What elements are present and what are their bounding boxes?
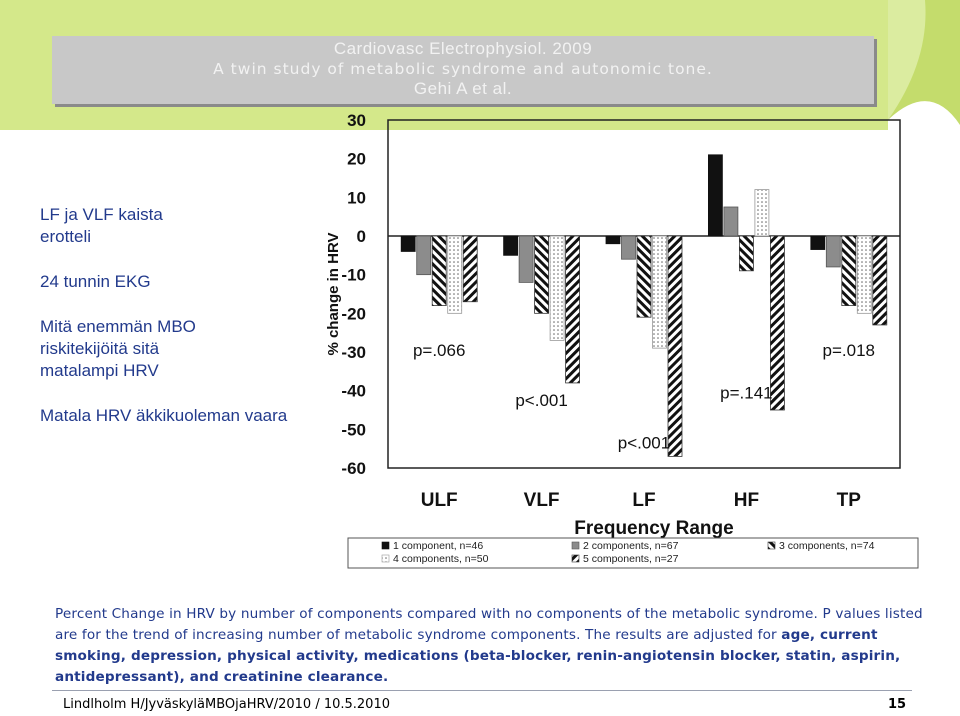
figure-caption: Percent Change in HRV by number of compo… [55,604,945,688]
legend-box [347,537,919,569]
bar-hf-s4 [754,189,770,237]
legend-swatch-s2 [571,541,580,550]
page-number: 15 [888,697,907,712]
bar-hf-s1 [707,154,723,237]
bar-tp-s1 [810,235,826,250]
bar-ulf-s3 [431,235,447,306]
slide-title: Cardiovasc Electrophysiol. 2009 A twin s… [52,36,874,104]
y-tick-label: -50 [341,420,366,439]
title-line-journal: Cardiovasc Electrophysiol. 2009 [333,39,593,58]
bar-tp-s2 [825,235,841,268]
plot-frame [387,119,901,469]
bar-lf-s1 [605,235,621,245]
legend-swatch-s4 [381,554,390,563]
y-tick-label: 0 [357,227,366,246]
y-tick-label: 20 [347,150,366,169]
bar-tp-s4 [856,235,872,314]
bar-hf-s3 [738,235,754,272]
paragraph-ekg: 24 tunnin EKG [40,272,151,291]
bar-lf-s3 [636,235,652,318]
footer-text: Lindlholm H/JyväskyläMBOjaHRV/2010 / 10.… [63,697,390,712]
paragraph-risk-death: Matala HRV äkkikuoleman vaara [40,406,288,425]
x-tick-label: ULF [421,490,458,511]
bar-hf-s2 [723,206,739,237]
bar-vlf-s5 [565,235,581,384]
p-value-label: p=.066 [413,341,465,360]
paragraph-risk: Mitä enemmän MBO riskitekijöitä sitä mat… [40,317,196,380]
p-value-label: p<.001 [618,434,670,453]
bar-ulf-s5 [462,235,478,303]
legend-label-s3: 3 components, n=74 [779,540,875,552]
bar-vlf-s4 [549,235,565,341]
y-tick-label: 10 [347,188,366,207]
bullet-text: LF ja VLF kaista erotteli 24 tunnin EKG … [40,204,300,450]
y-tick-label: -40 [341,382,366,401]
y-tick-label: -30 [341,343,366,362]
bar-tp-s3 [841,235,857,306]
caption-bold-text: age, current smoking, depression, physic… [55,627,901,685]
bar-vlf-s2 [518,235,534,283]
y-tick-label: 30 [347,111,366,130]
legend-swatch-s3 [767,541,776,550]
title-line-author: Gehi A et al. [413,79,513,98]
x-tick-label: TP [837,490,862,511]
legend-swatch-s5 [571,554,580,563]
y-tick-label: -60 [341,459,366,478]
x-tick-label: VLF [524,490,560,511]
title-line-study: A twin study of metabolic syndrome and a… [213,60,713,78]
x-axis-label: Frequency Range [574,518,733,539]
x-tick-label: HF [734,490,759,511]
legend-label-s5: 5 components, n=27 [583,553,679,565]
bar-tp-s5 [872,235,888,326]
bar-ulf-s1 [400,235,416,252]
bar-hf-s5 [769,235,785,411]
legend-label-s1: 1 component, n=46 [393,540,483,552]
bar-vlf-s3 [534,235,550,314]
bar-lf-s5 [667,235,683,457]
p-value-label: p=.141 [720,383,772,402]
bar-ulf-s2 [416,235,432,276]
x-tick-label: LF [632,490,655,511]
legend-label-s4: 4 components, n=50 [393,553,489,565]
y-axis-label: % change in HRV [325,232,342,355]
legend-label-s2: 2 components, n=67 [583,540,679,552]
p-value-label: p=.018 [823,341,875,360]
bar-lf-s4 [652,235,667,349]
bar-vlf-s1 [503,235,519,256]
legend-swatch-s1 [381,541,390,550]
paragraph-lf-vlf: LF ja VLF kaista erotteli [40,205,163,246]
bar-lf-s2 [621,235,636,260]
p-value-label: p<.001 [515,391,567,410]
caption-text: Percent Change in HRV by number of compo… [55,606,923,643]
hrv-bar-chart: 30 20 10 0 -10 -20 -30 -40 -50 -60 % change in HRV… [325,111,919,569]
bar-ulf-s4 [447,235,463,314]
y-tick-label: -10 [341,266,366,285]
footer-divider [52,690,912,691]
y-tick-label: -20 [341,304,366,323]
